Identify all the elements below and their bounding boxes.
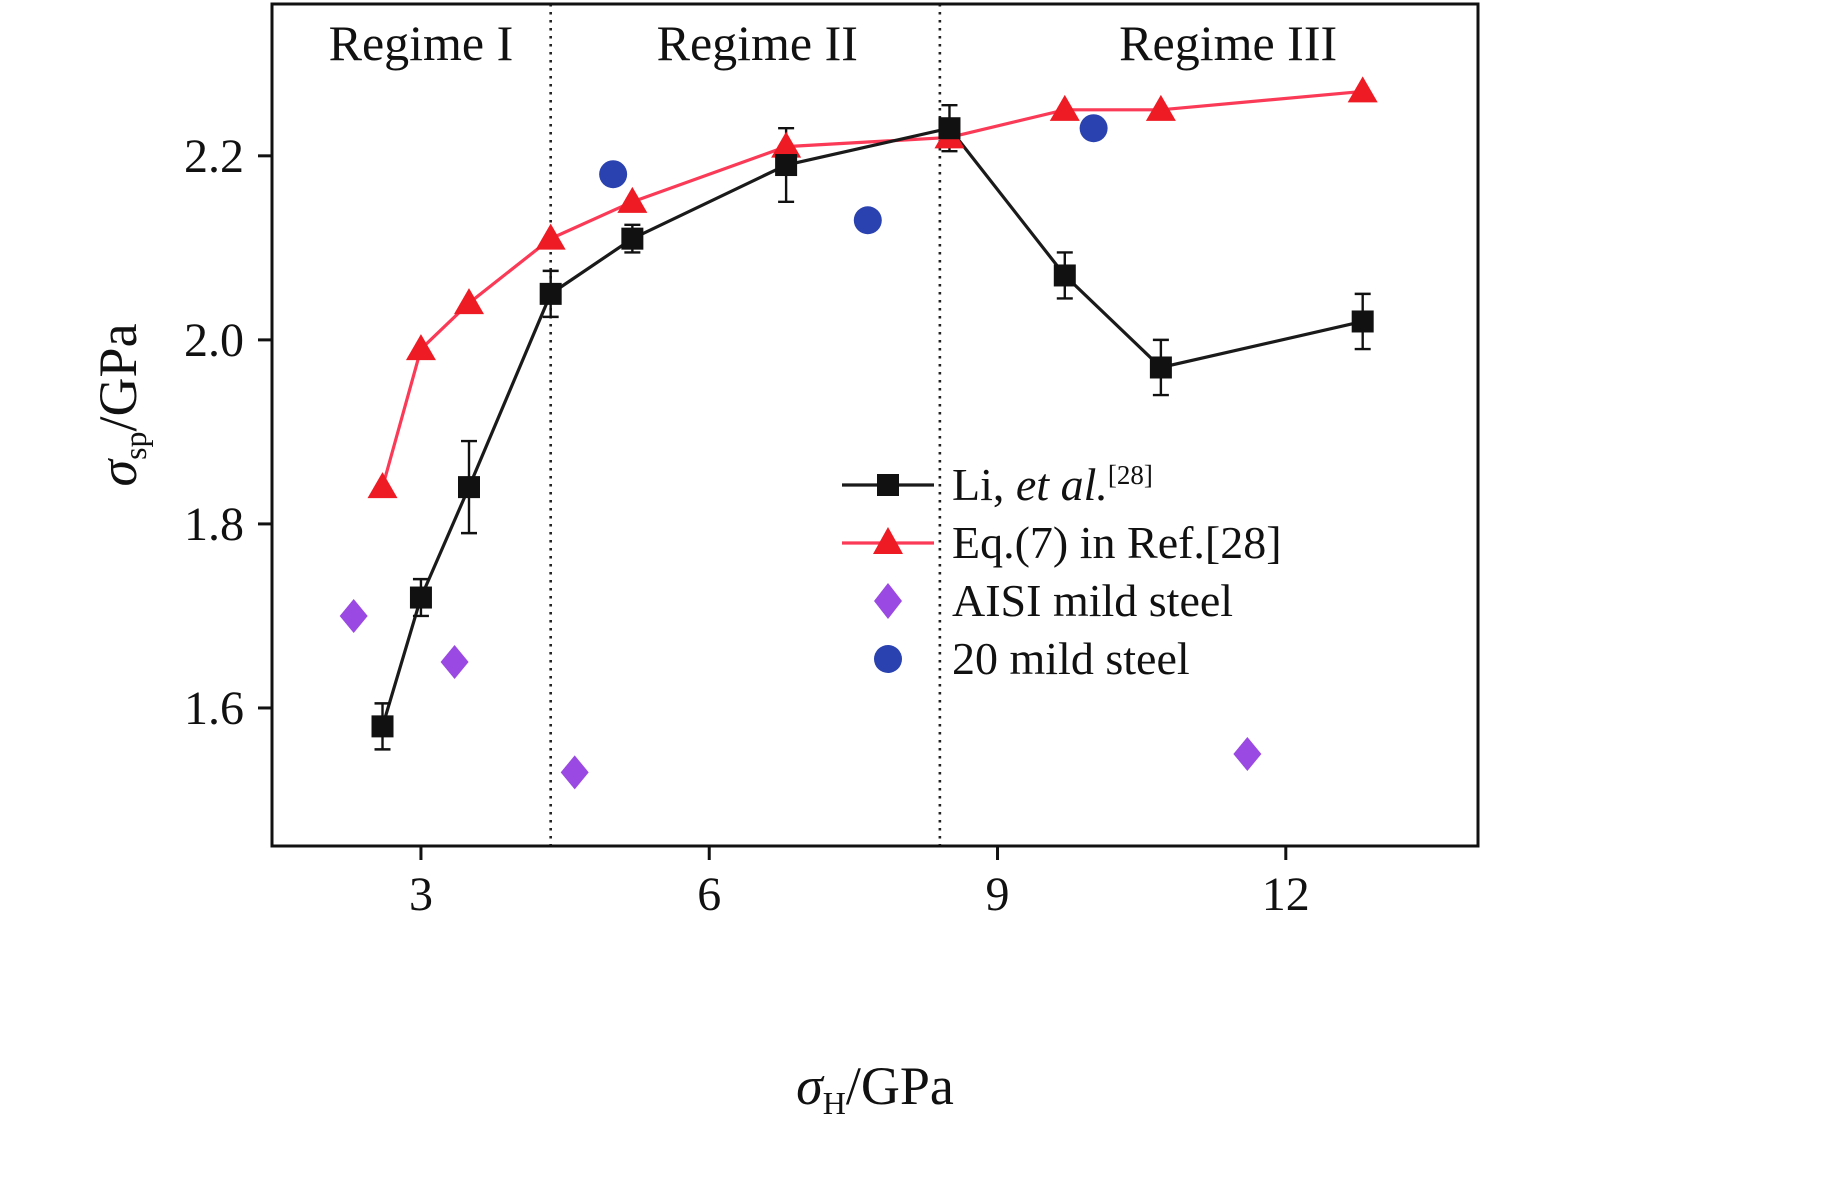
x-tick-label: 6 bbox=[697, 868, 721, 921]
li-marker bbox=[409, 586, 432, 609]
regime-label: Regime II bbox=[657, 15, 858, 71]
eq7-marker bbox=[1145, 94, 1176, 121]
y-tick-label: 2.2 bbox=[184, 130, 244, 183]
eq7-line bbox=[380, 89, 1363, 488]
x-axis-title: σH/GPa bbox=[272, 1056, 1478, 1119]
legend-item-eq7: Eq.(7) in Ref.[28] bbox=[838, 514, 1282, 572]
y-tick-label: 1.8 bbox=[184, 498, 244, 551]
x-tick-label: 12 bbox=[1262, 868, 1310, 921]
steel20-marker bbox=[599, 160, 628, 189]
eq7-marker bbox=[1049, 94, 1080, 121]
y-axis-title: σsp/GPa bbox=[88, 323, 153, 487]
legend-item-steel20: 20 mild steel bbox=[838, 630, 1282, 688]
legend-label-aisi: AISI mild steel bbox=[952, 575, 1234, 626]
aisi-marker bbox=[440, 644, 469, 679]
li-marker bbox=[621, 227, 644, 250]
li-marker bbox=[457, 476, 480, 499]
li-marker bbox=[775, 154, 798, 177]
legend-label-li-italic: et al. bbox=[1015, 459, 1108, 510]
steel20-legend-circle-icon bbox=[874, 645, 902, 673]
eq7-series-swatch bbox=[842, 527, 934, 554]
li-marker bbox=[1053, 264, 1076, 287]
x-tick-label: 3 bbox=[409, 868, 433, 921]
y-tick-label: 1.6 bbox=[184, 682, 244, 735]
li-marker bbox=[1149, 356, 1172, 379]
steel20-marker bbox=[853, 206, 882, 235]
li-marker bbox=[371, 715, 394, 738]
li-marker bbox=[1351, 310, 1374, 333]
eq7-marker bbox=[405, 334, 436, 361]
eq7-marker bbox=[453, 288, 484, 315]
li-series-swatch bbox=[842, 474, 934, 496]
chart-legend: Li, et al.[28] Eq.(7) in Ref.[28] AISI m… bbox=[838, 456, 1282, 688]
eq7-marker bbox=[771, 131, 802, 158]
legend-label-li-sup: [28] bbox=[1107, 460, 1153, 490]
eq7-marker bbox=[535, 223, 566, 250]
x-tick-label: 9 bbox=[986, 868, 1010, 921]
y-axis-unit: /GPa bbox=[88, 323, 148, 432]
aisi-marker bbox=[339, 598, 368, 633]
plot-border bbox=[270, 2, 1480, 848]
steel20-marker bbox=[1079, 114, 1108, 143]
legend-label-eq7: Eq.(7) in Ref.[28] bbox=[952, 517, 1282, 568]
aisi-series-swatch bbox=[874, 583, 902, 619]
li-legend-square-icon bbox=[877, 474, 899, 496]
regime-label: Regime III bbox=[1119, 15, 1337, 71]
aisi-legend-diamond-icon bbox=[874, 583, 902, 619]
legend-item-aisi: AISI mild steel bbox=[838, 572, 1282, 630]
legend-label-steel20: 20 mild steel bbox=[952, 633, 1190, 684]
li-marker bbox=[539, 282, 562, 305]
x-axis-sigma-symbol: σ bbox=[796, 1056, 823, 1116]
y-axis-sigma-symbol: σ bbox=[88, 459, 148, 487]
eq7-legend-triangle-icon bbox=[873, 527, 903, 554]
legend-label-li-prefix: Li, bbox=[952, 459, 1016, 510]
li-line bbox=[380, 126, 1364, 727]
regime-label: Regime I bbox=[329, 15, 514, 71]
aisi-marker bbox=[1233, 736, 1262, 771]
x-axis-unit: /GPa bbox=[845, 1056, 954, 1116]
aisi-marker bbox=[560, 755, 589, 790]
eq7-marker bbox=[1347, 76, 1378, 103]
li-marker bbox=[938, 117, 961, 140]
y-axis-subscript: sp bbox=[117, 431, 153, 460]
y-tick-label: 2.0 bbox=[184, 314, 244, 367]
eq7-marker bbox=[617, 186, 648, 213]
eq7-marker bbox=[367, 472, 398, 499]
x-axis-subscript: H bbox=[822, 1085, 846, 1121]
legend-label-li: Li, et al.[28] bbox=[952, 462, 1153, 508]
steel20-series-swatch bbox=[874, 645, 902, 673]
legend-item-li: Li, et al.[28] bbox=[838, 456, 1282, 514]
